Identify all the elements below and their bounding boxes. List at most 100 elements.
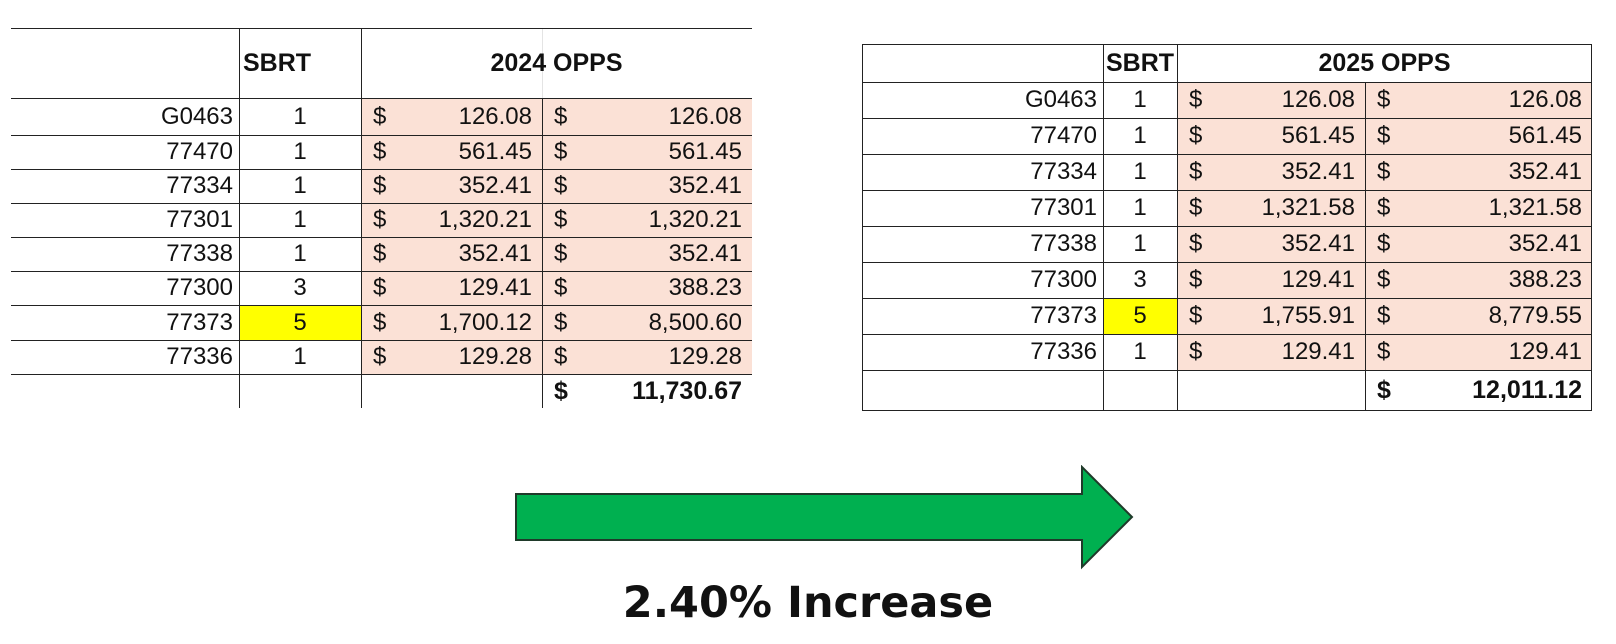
currency-symbol: $ [373,102,387,130]
rate-amount: 1,320.21 [438,206,532,233]
total-cell: $352.41 [542,169,752,203]
currency-symbol: $ [1377,266,1391,293]
table-row: 77338 1 $352.41 $352.41 [862,226,1592,262]
rate-cell: $352.41 [1177,154,1365,190]
rate-amount: 352.41 [1281,158,1355,185]
total-cell: $126.08 [542,98,752,135]
grid-line [11,169,752,170]
rate-cell: $126.08 [361,98,542,135]
grid-line [11,340,752,341]
grid-line [11,237,752,238]
total-amount: 388.23 [1508,266,1582,293]
grid-line [11,135,752,136]
total-cell: $129.41 [1365,334,1592,370]
sbrt-count: 3 [293,274,307,301]
currency-symbol: $ [1377,86,1391,113]
currency-symbol: $ [1377,302,1391,329]
currency-symbol: $ [1189,266,1203,293]
sbrt-count: 1 [293,206,307,233]
table-row: G0463 1 $126.08 $126.08 [11,98,752,135]
grid-line [862,44,863,410]
currency-symbol: $ [1377,158,1391,185]
total-cell: $8,779.55 [1365,298,1592,334]
opps-header: 2024 OPPS [490,48,623,77]
grid-line [862,226,1592,227]
total-amount: 126.08 [1508,86,1582,113]
opps-header: 2025 OPPS [1318,48,1451,77]
currency-symbol: $ [1377,230,1391,257]
table-row: 77470 1 $561.45 $561.45 [862,118,1592,154]
table-row: 77336 1 $129.41 $129.41 [862,334,1592,370]
currency-symbol: $ [1189,158,1203,185]
cpt-code: 77470 [1030,122,1097,149]
rate-cell: $1,700.12 [361,305,542,340]
total-cell: $129.28 [542,340,752,374]
total-amount: 126.08 [668,102,742,130]
rate-amount: 126.08 [458,102,532,130]
currency-symbol: $ [373,308,387,336]
grid-line [862,154,1592,155]
header-row: SBRT 2025 OPPS [862,44,1592,82]
currency-symbol: $ [373,206,387,233]
currency-symbol: $ [1189,194,1203,221]
grid-line [1591,44,1592,410]
sbrt-count: 1 [293,102,307,130]
grid-line [11,28,752,29]
rate-cell: $126.08 [1177,82,1365,118]
grand-total-amount: 11,730.67 [632,376,742,405]
currency-symbol: $ [554,172,568,199]
grand-total-row: $12,011.12 [862,370,1592,410]
grid-line [361,28,362,408]
currency-symbol: $ [554,343,568,370]
currency-symbol: $ [554,240,568,267]
cpt-code: 77300 [166,274,233,301]
grid-line [862,370,1592,371]
total-cell: $388.23 [1365,262,1592,298]
rate-amount: 1,755.91 [1261,302,1355,329]
rate-cell: $1,755.91 [1177,298,1365,334]
cpt-code: 77334 [166,172,233,199]
cpt-code: 77470 [166,138,233,165]
cpt-code: 77338 [166,240,233,267]
total-cell: $388.23 [542,271,752,305]
grid-line [1365,82,1366,410]
rate-cell: $561.45 [1177,118,1365,154]
grid-line [11,374,752,375]
sbrt-count: 1 [293,138,307,165]
table-row: 77301 1 $1,320.21 $1,320.21 [11,203,752,237]
rate-amount: 352.41 [458,172,532,199]
table-row: 77300 3 $129.41 $388.23 [11,271,752,305]
grid-line [862,298,1592,299]
total-cell: $561.45 [542,135,752,169]
increase-label: 2.40% Increase [622,578,994,628]
grand-total-cell: $11,730.67 [542,374,752,408]
currency-symbol: $ [373,172,387,199]
currency-symbol: $ [373,343,387,370]
sbrt-count: 1 [1133,194,1147,221]
sbrt-count: 1 [1133,122,1147,149]
total-cell: $1,320.21 [542,203,752,237]
grid-line [1177,44,1178,410]
total-amount: 352.41 [1508,158,1582,185]
gridline [542,28,543,98]
cpt-code: 77373 [1030,302,1097,329]
cpt-code: G0463 [1024,86,1097,113]
grid-line [542,98,543,408]
table-row: 77334 1 $352.41 $352.41 [11,169,752,203]
currency-symbol: $ [554,376,568,405]
cpt-code: 77300 [1030,266,1097,293]
grid-line [1103,44,1104,410]
cpt-code: 77336 [166,343,233,370]
total-amount: 352.41 [1508,230,1582,257]
total-cell: $352.41 [1365,154,1592,190]
opps-2025-table: SBRT 2025 OPPS G0463 1 $126.08 $126.08 77470 1 $… [862,44,1592,411]
rate-cell: $129.28 [361,340,542,374]
total-amount: 129.28 [668,343,742,370]
total-cell: $561.45 [1365,118,1592,154]
currency-symbol: $ [1189,338,1203,365]
total-amount: 8,779.55 [1488,302,1582,329]
rate-cell: $352.41 [361,237,542,271]
grid-line [11,271,752,272]
currency-symbol: $ [1189,122,1203,149]
total-cell: $352.41 [1365,226,1592,262]
